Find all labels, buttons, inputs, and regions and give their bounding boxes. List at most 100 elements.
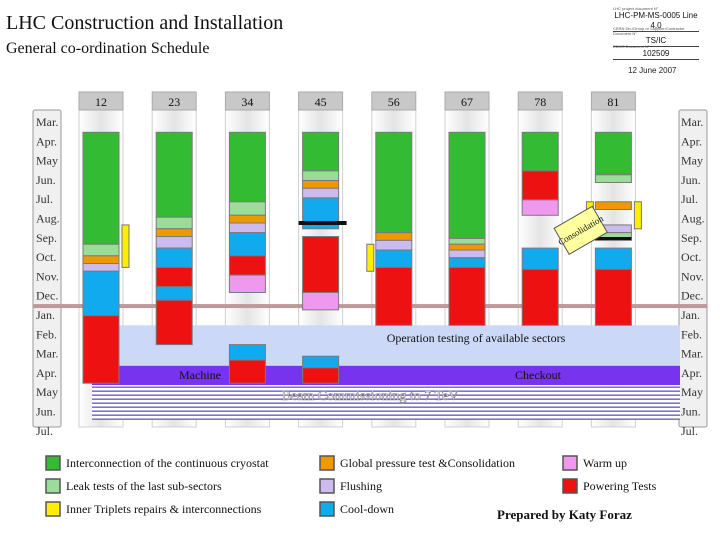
task-flushing [228,222,266,234]
task-powering [228,255,266,276]
task-cool-down [302,355,340,369]
month-label-left: Feb. [36,327,57,341]
task-global-pressure [82,255,120,265]
month-label-right: Jul. [681,424,698,438]
month-label-right: May [681,154,703,168]
month-label-right: Jan. [681,308,700,322]
month-label-left: Jan. [36,308,55,322]
sector-header-bg [78,91,124,111]
task-leak-tests [448,237,486,245]
task-interconnection [521,131,559,172]
task-powering [521,268,559,326]
legend-label: Warm up [583,456,627,470]
task-interconnection [302,131,340,172]
month-label-right: Sep. [681,231,702,245]
task-flushing [82,263,120,272]
legend-swatch-interconnection [45,455,61,471]
machine-label: Machine [179,368,221,382]
task-powering [155,266,193,288]
sector-label: 34 [241,95,253,109]
month-label-left: May [36,385,58,399]
checkout-label: Checkout [515,368,562,382]
legend-label: Global pressure test &Consolidation [340,456,515,470]
task-interconnection [228,131,266,203]
task-cool-down [228,232,266,257]
month-label-left: May [36,154,58,168]
task-leak-tests [228,201,266,216]
task-powering [228,359,266,384]
task-global-pressure [448,243,486,251]
month-panel-right [678,109,708,428]
sector-label: 78 [534,95,546,109]
month-label-left: Dec. [36,289,58,303]
triplets-marker [633,201,642,230]
task-warm-up [228,274,266,293]
task-cool-down [594,247,632,270]
task-leak-tests [82,243,120,257]
legend-label: Cool-down [340,502,394,516]
sector-label: 45 [315,95,327,109]
task-interconnection [375,131,413,234]
operation-testing-label: Operation testing of available sectors [387,331,566,345]
month-label-left: Apr. [36,134,57,148]
month-label-left: Oct. [36,250,56,264]
legend-swatch-global-pressure [319,455,335,471]
task-powering [594,268,632,326]
shutdown-band [33,304,707,309]
task-powering [155,299,193,346]
sector-label: 56 [388,95,400,109]
sector-header-bg [298,91,344,111]
month-label-left: Aug. [36,212,60,226]
triplets-marker [366,243,375,272]
sector-label: 81 [607,95,619,109]
doc-number-box: LHC project document N° LHC-PM-MS-0005 L… [613,6,699,32]
month-label-left: Jun. [36,173,56,187]
month-label-right: Dec. [681,289,703,303]
sector-header-bg [517,91,563,111]
task-cool-down [82,270,120,317]
legend-label: Interconnection of the continuous cryost… [66,456,269,470]
task-warm-up [302,291,340,311]
task-interconnection [155,131,193,218]
legend-swatch-leak-tests [45,478,61,494]
month-label-right: Mar. [681,347,703,361]
task-flushing [375,239,413,251]
sector-header-bg [224,91,270,111]
month-label-right: Mar. [681,115,703,129]
task-powering [302,236,340,293]
task-cool-down [521,247,559,270]
legend-swatch-cool-down [319,501,335,517]
month-label-right: Aug. [681,212,705,226]
doc-label-1: LHC project document N° [613,6,659,11]
task-interconnection [448,131,486,239]
legend-swatch-triplets [45,501,61,517]
edms-box: EDMS Document N° 102509 [613,44,699,60]
month-label-left: Jul. [36,424,53,438]
doc-label-3: EDMS Document N° [613,44,650,49]
month-label-left: Mar. [36,115,58,129]
task-global-pressure [594,201,632,210]
sector-header-bg [444,91,490,111]
task-flushing [448,249,486,259]
month-label-right: Jun. [681,405,701,419]
sector-header-bg [151,91,197,111]
task-leak-tests [155,216,193,230]
task-powering [82,315,120,384]
task-cool-down [228,344,266,361]
task-flushing [302,187,340,199]
triplets-marker [121,224,130,268]
month-label-left: Jun. [36,405,56,419]
commissioning-label: Beam Commissioning to 7 TeV [282,389,459,404]
legend-swatch-flushing [319,478,335,494]
task-global-pressure [155,228,193,238]
month-label-right: Feb. [681,327,702,341]
legend-label: Inner Triplets repairs & interconnection… [66,502,262,516]
legend-swatch-warm-up [562,455,578,471]
sector-label: 23 [168,95,180,109]
doc-label-2: CERN Div./Group or Supplier/Contractor D… [613,26,685,36]
task-cool-down [155,286,193,301]
doc-value-1: LHC-PM-MS-0005 Line 4.0 [614,11,698,30]
task-cool-down [375,249,413,268]
division-box: CERN Div./Group or Supplier/Contractor D… [613,26,699,47]
